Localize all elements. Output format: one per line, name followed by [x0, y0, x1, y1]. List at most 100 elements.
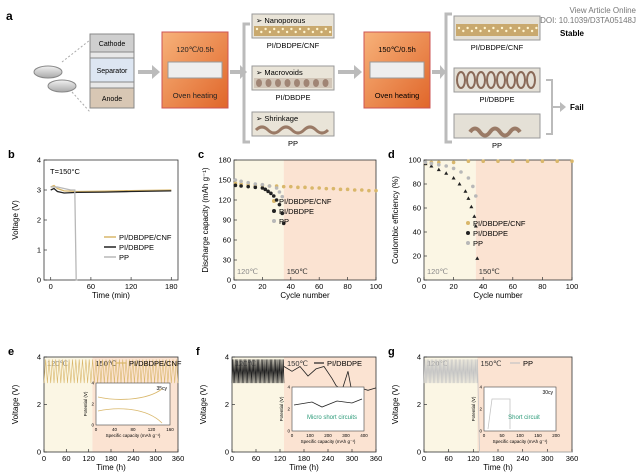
- data-point: [444, 164, 449, 168]
- pore: [294, 30, 297, 34]
- data-point: [239, 184, 243, 188]
- inset-x-tick: 100: [516, 433, 524, 438]
- arrow-icon: [338, 65, 362, 79]
- y-tick-label: 3: [37, 186, 41, 195]
- zone2-label: 150℃: [480, 359, 502, 368]
- melted-membrane: [468, 126, 522, 138]
- data-point: [253, 185, 258, 190]
- legend-label: PI/DBDPE/CNF: [129, 359, 182, 368]
- inset-y-tick: 2: [479, 407, 482, 412]
- x-tick-label: 20: [449, 282, 457, 291]
- data-point: [451, 166, 456, 171]
- zone1-label: 120℃: [237, 267, 259, 276]
- view-online-link[interactable]: View Article Online: [569, 6, 636, 15]
- zone-120: [232, 357, 284, 452]
- state-tag-1: ➢ Macrovoids: [256, 68, 303, 77]
- data-point: [423, 161, 428, 166]
- pore: [462, 29, 465, 33]
- article-header: View Article Online DOI: 10.1039/D3TA051…: [540, 6, 636, 26]
- data-point: [496, 159, 500, 163]
- x-tick-label: 240: [322, 454, 335, 463]
- sheet-frame: [453, 113, 541, 139]
- legend-marker: [272, 199, 276, 203]
- inset-x-tick: 0: [483, 433, 486, 438]
- legend-label: PI/DBDPE: [327, 359, 362, 368]
- data-point: [345, 187, 350, 192]
- legend-label: PP: [523, 359, 533, 368]
- data-point: [429, 164, 434, 168]
- pore: [535, 26, 538, 30]
- y-axis-label: Voltage (V): [11, 200, 20, 240]
- inset-x-tick: 80: [130, 427, 136, 432]
- y-axis-label: Voltage (V): [391, 384, 400, 424]
- y-axis-label: Discharge capacity (mAh g⁻¹): [201, 167, 210, 272]
- legend-marker: [272, 209, 276, 213]
- macrovoid: [284, 79, 291, 87]
- state-name-2: PP: [288, 139, 298, 148]
- inset-curve: [487, 398, 511, 430]
- data-point: [253, 183, 258, 188]
- data-point: [246, 180, 250, 185]
- y-tick-label: 2: [37, 216, 41, 225]
- data-point: [246, 182, 250, 187]
- legend-marker: [466, 221, 470, 225]
- inset-x-tick: 0: [291, 433, 294, 438]
- arrow-icon: [552, 102, 566, 112]
- data-point: [423, 161, 428, 166]
- x-tick-label: 80: [538, 282, 546, 291]
- x-tick-label: 60: [252, 454, 260, 463]
- legend-marker: [466, 241, 470, 245]
- zone2-label: 150℃: [95, 359, 117, 368]
- y-tick-label: 2: [37, 400, 41, 409]
- data-point: [459, 170, 463, 174]
- data-point: [474, 194, 478, 198]
- y-tick-label: 0: [37, 448, 41, 457]
- inset-x-tick: 300: [342, 433, 350, 438]
- voltage-trace-after: [283, 365, 377, 394]
- inset-x-tick: 50: [499, 433, 505, 438]
- y-tick-label: 90: [223, 216, 231, 225]
- x-axis-label: Time (h): [96, 463, 126, 472]
- zone-120: [44, 357, 93, 452]
- oven-1-temp: 120℃/0.5h: [176, 45, 214, 54]
- pore: [307, 27, 310, 31]
- membrane: [254, 78, 332, 88]
- x-tick-label: 60: [62, 454, 70, 463]
- legend-label: PP: [279, 217, 289, 226]
- panel-label-f: f: [196, 346, 200, 358]
- zone-120: [234, 160, 284, 280]
- final-states: PI/DBDPE/CNF PI/DBDPE PP: [453, 15, 541, 150]
- data-point: [269, 191, 273, 196]
- legend-marker: [272, 219, 276, 223]
- voltage-trace-after: [477, 359, 572, 453]
- legend-label: PI/DBDPE/CNF: [119, 233, 172, 242]
- pore: [255, 27, 259, 31]
- x-tick-label: 0: [230, 454, 234, 463]
- collapsed-void: [506, 71, 516, 89]
- data-point: [277, 190, 282, 194]
- y-tick-label: 0: [37, 276, 41, 285]
- data-point: [463, 189, 468, 193]
- y-tick-label: 0: [227, 276, 231, 285]
- inset-y-tick: 0: [287, 429, 290, 434]
- legend-label: PP: [473, 239, 483, 248]
- plot-frame: [423, 159, 573, 281]
- pore: [260, 30, 263, 34]
- oven-2-temp: 150℃/0.5h: [378, 45, 416, 54]
- zone2-label: 150℃: [479, 267, 501, 276]
- y-axis-label: Coulombic efficiency (%): [391, 176, 400, 264]
- data-point: [511, 159, 515, 163]
- data-point: [239, 182, 243, 186]
- series-line-0: [50, 184, 172, 193]
- data-point: [280, 194, 285, 199]
- data-point: [267, 184, 272, 188]
- y-tick-label: 100: [408, 156, 421, 165]
- y-tick-label: 1: [37, 246, 41, 255]
- y-tick-label: 150: [218, 176, 231, 185]
- macrovoid: [294, 79, 300, 87]
- pore: [492, 26, 495, 30]
- inset-x-label: Specific capacity (mAh g⁻¹): [301, 439, 356, 444]
- legend-label: PI/DBDPE: [279, 207, 314, 216]
- data-point: [481, 159, 486, 163]
- inset-frame: [95, 382, 171, 426]
